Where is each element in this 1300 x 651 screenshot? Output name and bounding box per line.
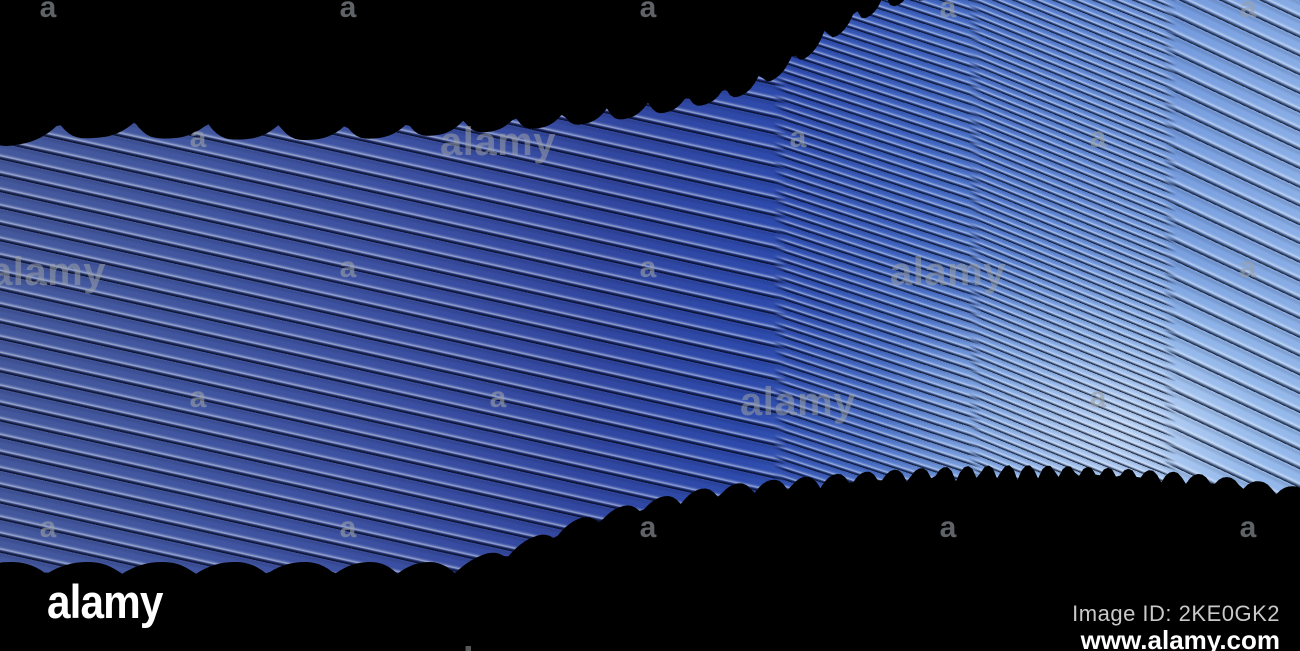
- svg-text:a: a: [1090, 381, 1107, 414]
- svg-text:alamy: alamy: [740, 380, 856, 424]
- svg-text:a: a: [1240, 251, 1257, 284]
- svg-text:a: a: [40, 511, 57, 544]
- svg-text:alamy: alamy: [440, 120, 556, 164]
- svg-text:a: a: [640, 251, 657, 284]
- svg-text:a: a: [190, 381, 207, 414]
- svg-text:a: a: [940, 511, 957, 544]
- svg-text:a: a: [340, 251, 357, 284]
- svg-text:a: a: [40, 0, 57, 24]
- svg-text:a: a: [640, 0, 657, 24]
- svg-text:a: a: [490, 381, 507, 414]
- svg-text:alamy: alamy: [440, 640, 556, 651]
- svg-text:a: a: [190, 641, 207, 651]
- svg-text:a: a: [1240, 0, 1257, 24]
- svg-text:a: a: [790, 641, 807, 651]
- svg-text:a: a: [640, 511, 657, 544]
- svg-text:a: a: [340, 511, 357, 544]
- svg-text:a: a: [340, 0, 357, 24]
- svg-text:a: a: [790, 121, 807, 154]
- svg-text:a: a: [190, 121, 207, 154]
- svg-text:a: a: [940, 0, 957, 24]
- svg-text:alamy: alamy: [890, 250, 1006, 294]
- svg-text:alamy: alamy: [0, 250, 106, 294]
- svg-text:a: a: [1090, 121, 1107, 154]
- svg-text:a: a: [1240, 511, 1257, 544]
